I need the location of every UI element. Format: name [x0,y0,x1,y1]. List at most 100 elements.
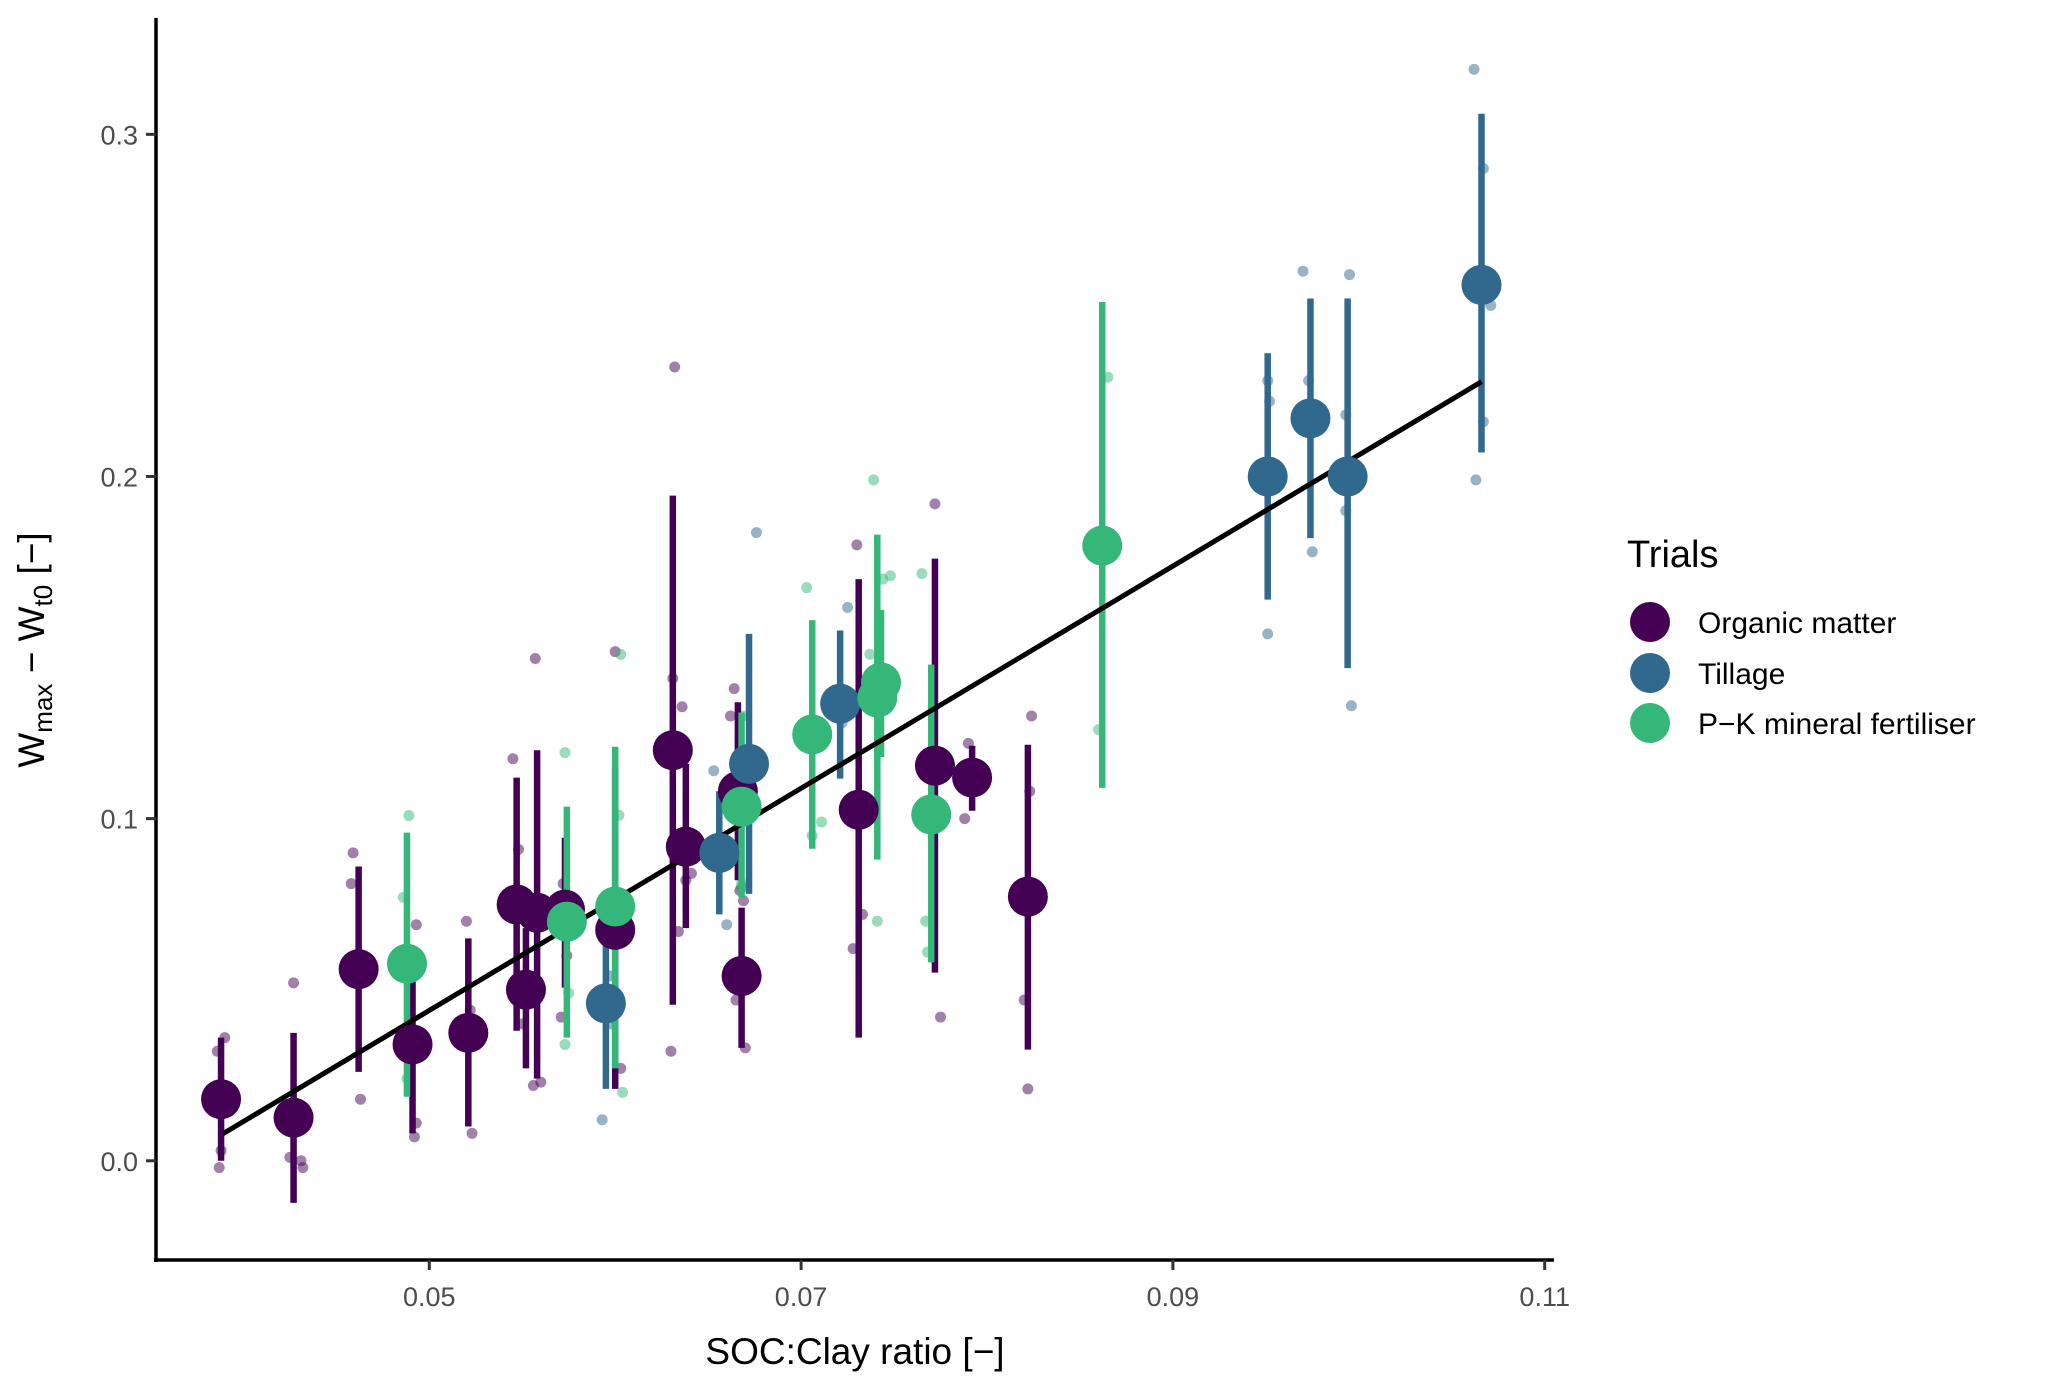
raw-point-organic-matter [1026,710,1038,722]
raw-point-organic-matter [959,813,971,825]
regression-line [221,379,1483,1136]
legend-entry-pk-fertiliser: P−K mineral fertiliser [1630,703,1976,743]
mean-point-p-k-mineral-fertiliser [386,943,427,984]
raw-point-organic-matter [529,653,541,665]
raw-point-organic-matter [408,1131,420,1143]
raw-point-tillage [708,765,720,777]
raw-point-organic-matter [935,1011,947,1023]
x-tick-label: 0.09 [1147,1282,1200,1312]
raw-point-organic-matter [345,878,357,890]
raw-point-organic-matter [295,1155,307,1167]
legend-title: Trials [1627,534,1718,576]
raw-point-tillage [1297,265,1309,277]
mean-point-p-k-mineral-fertiliser [861,662,902,703]
raw-point-organic-matter [410,919,422,931]
mean-point-tillage [699,832,740,873]
legend-key-organic-matter [1630,602,1670,642]
raw-point-organic-matter [724,710,736,722]
mean-point-organic-matter [721,956,762,997]
mean-point-tillage [585,983,626,1024]
x-ticks: 0.05 0.07 0.09 0.11 [403,1260,1570,1312]
raw-point-organic-matter [347,847,359,859]
mean-point-p-k-mineral-fertiliser [595,886,636,927]
mean-point-organic-matter [652,730,693,771]
x-tick-label: 0.11 [1519,1282,1570,1312]
mean-point-tillage [1290,398,1331,439]
legend-label-pk-fertiliser: P−K mineral fertiliser [1698,708,1976,741]
mean-point-p-k-mineral-fertiliser [721,786,762,827]
mean-point-organic-matter [505,969,546,1010]
raw-point-tillage [1468,63,1480,75]
raw-point-organic-matter [1022,1083,1034,1095]
raw-point-tillage [1306,546,1318,558]
raw-point-tillage [596,1114,608,1126]
mean-point-p-k-mineral-fertiliser [1082,525,1123,566]
raw-point-p-k-mineral-fertiliser [864,648,876,660]
raw-point-organic-matter [354,1093,366,1105]
raw-point-organic-matter [466,1127,478,1139]
raw-point-tillage [1262,628,1274,640]
x-tick-label: 0.05 [403,1282,456,1312]
mean-point-organic-matter [392,1024,433,1065]
y-tick-label: 0.0 [100,1147,138,1177]
mean-point-organic-matter [338,949,379,990]
raw-point-organic-matter [288,977,300,989]
raw-point-p-k-mineral-fertiliser [871,915,883,927]
raw-point-organic-matter [460,915,472,927]
mean-point-tillage [1461,264,1502,305]
raw-point-tillage [1470,474,1482,486]
mean-point-organic-matter [273,1097,314,1138]
mean-point-organic-matter [448,1012,489,1053]
mean-point-p-k-mineral-fertiliser [792,714,833,755]
raw-point-organic-matter [507,753,519,765]
mean-point-organic-matter [838,789,879,830]
raw-point-organic-matter [676,701,688,713]
raw-point-organic-matter [851,539,863,551]
raw-point-p-k-mineral-fertiliser [916,568,928,580]
y-tick-label: 0.3 [100,120,138,150]
legend-entry-organic-matter: Organic matter [1630,602,1896,642]
legend-key-tillage [1630,653,1670,693]
raw-point-p-k-mineral-fertiliser [801,582,813,594]
raw-point-tillage [1345,700,1357,712]
raw-point-organic-matter [929,498,941,510]
raw-point-p-k-mineral-fertiliser [559,1038,571,1050]
x-tick-label: 0.07 [775,1282,828,1312]
mean-point-tillage [1247,456,1288,497]
mean-point-tillage [820,683,861,724]
raw-point-organic-matter [665,1045,677,1057]
mean-point-organic-matter [201,1079,242,1120]
raw-point-organic-matter [535,1076,547,1088]
raw-point-tillage [1344,269,1356,281]
y-tick-label: 0.1 [100,805,138,835]
raw-point-p-k-mineral-fertiliser [884,570,896,582]
legend-entry-tillage: Tillage [1630,653,1785,693]
raw-point-p-k-mineral-fertiliser [403,810,415,822]
mean-point-tillage [729,743,770,784]
raw-point-p-k-mineral-fertiliser [615,648,627,660]
raw-point-tillage [750,527,762,539]
legend: Trials Organic matter Tillage P−K minera… [1627,534,1976,743]
legend-label-organic-matter: Organic matter [1698,607,1896,640]
raw-point-organic-matter [728,683,740,695]
raw-point-p-k-mineral-fertiliser [617,1086,629,1098]
y-tick-label: 0.2 [100,462,138,492]
x-axis-title: SOC:Clay ratio [−] [705,1331,1004,1372]
mean-point-organic-matter [914,745,955,786]
y-axis-title: Wmax − Wt0 [−] [11,532,58,767]
raw-point-p-k-mineral-fertiliser [868,474,880,486]
mean-point-organic-matter [665,826,706,867]
raw-point-organic-matter [669,361,681,373]
raw-point-p-k-mineral-fertiliser [816,816,828,828]
raw-point-organic-matter [737,895,749,907]
mean-point-organic-matter [952,757,993,798]
raw-point-tillage [842,602,854,614]
raw-point-tillage [721,919,733,931]
legend-label-tillage: Tillage [1698,658,1785,691]
legend-key-pk-fertiliser [1630,703,1670,743]
y-ticks: 0.0 0.1 0.2 0.3 [100,120,156,1177]
mean-point-tillage [1327,456,1368,497]
mean-point-p-k-mineral-fertiliser [911,794,952,835]
mean-point-p-k-mineral-fertiliser [546,901,587,942]
